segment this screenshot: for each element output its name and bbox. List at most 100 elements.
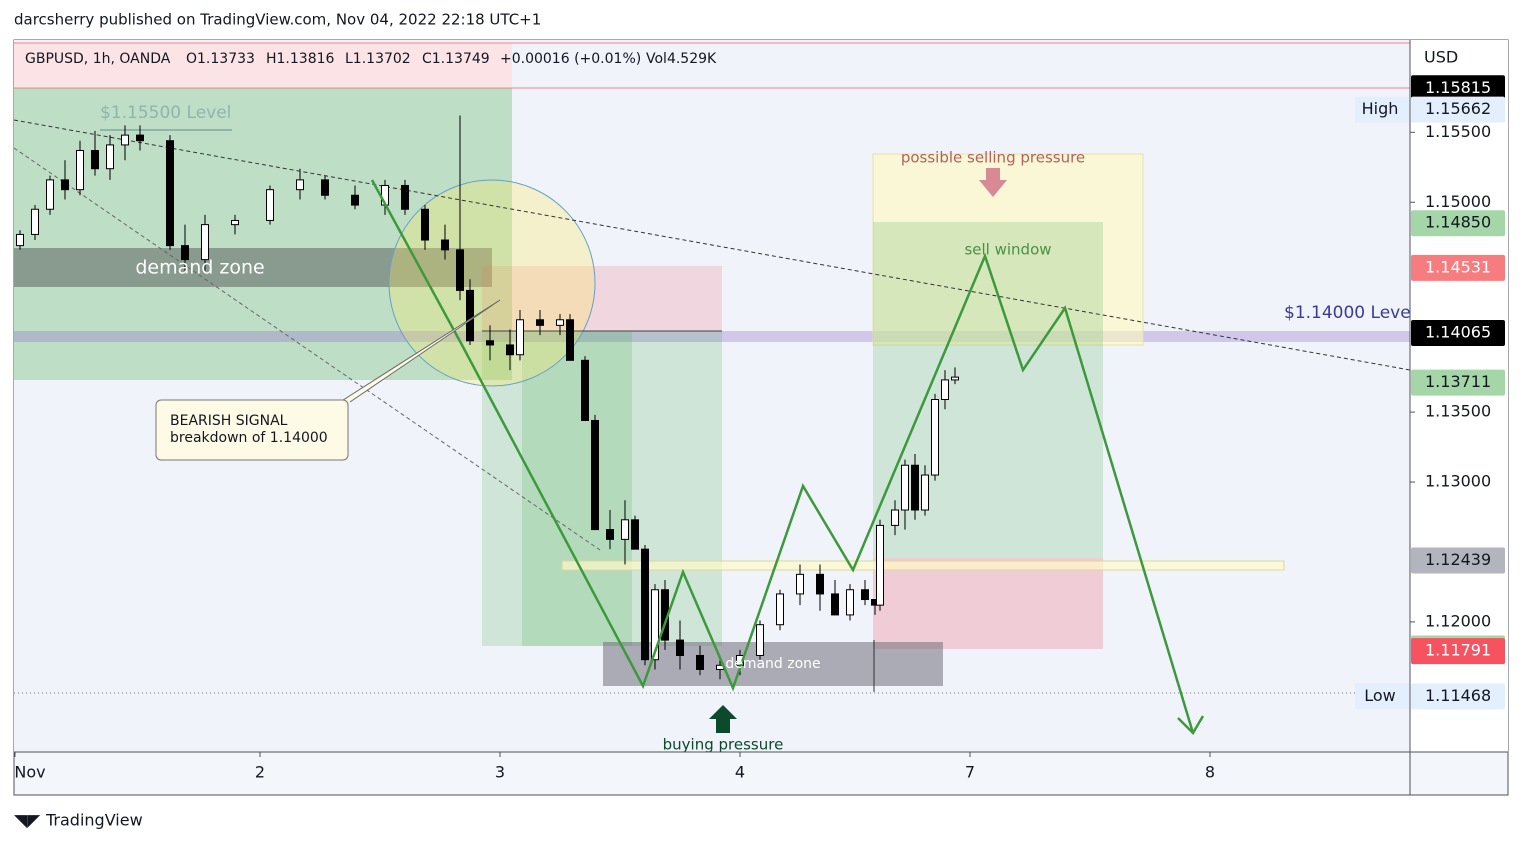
candle-body bbox=[516, 319, 524, 356]
candle-body bbox=[466, 289, 474, 342]
candle-body bbox=[296, 179, 304, 191]
y-tick-label: 1.13000 bbox=[1425, 472, 1491, 491]
legend-high: H1.13816 bbox=[266, 51, 335, 67]
arrow-up bbox=[709, 705, 737, 733]
price-label: 1.14065 bbox=[1425, 323, 1491, 342]
candle-body bbox=[456, 249, 464, 291]
candle-body bbox=[121, 134, 129, 146]
price-label: 1.11791 bbox=[1425, 641, 1491, 660]
candle-body bbox=[16, 233, 24, 247]
candle-body bbox=[31, 208, 39, 235]
legend-volume: Vol4.529K bbox=[646, 51, 717, 67]
tag-box bbox=[1355, 96, 1409, 123]
x-tick-label: 2 bbox=[255, 763, 265, 782]
zone bbox=[482, 331, 722, 646]
axes: 1.15500 1.15000 1.13500 1.13000 1.12000 1.158… bbox=[14, 75, 1505, 782]
annotation: breakdown of 1.14000 bbox=[170, 430, 328, 446]
highlight-circle bbox=[388, 179, 596, 387]
candle-body bbox=[441, 239, 449, 251]
price-badge bbox=[1411, 369, 1505, 396]
candle-body bbox=[536, 319, 544, 326]
candle-body bbox=[951, 376, 959, 381]
price-badge bbox=[1411, 210, 1505, 237]
candle-body bbox=[651, 589, 659, 661]
candle-body bbox=[321, 179, 329, 196]
price-label: 1.13711 bbox=[1425, 372, 1491, 391]
candle-body bbox=[931, 398, 939, 476]
x-tick-label: Nov bbox=[14, 763, 45, 782]
candle-body bbox=[506, 344, 514, 356]
plot-area bbox=[14, 40, 1410, 752]
annotation: buying pressure bbox=[663, 736, 784, 754]
zone bbox=[603, 642, 943, 686]
candle-body bbox=[796, 573, 804, 595]
currency: USD bbox=[1424, 48, 1458, 67]
candle-body bbox=[631, 519, 639, 550]
candle-body bbox=[891, 509, 899, 526]
legend-open: O1.13733 bbox=[186, 51, 255, 67]
price-badge bbox=[1411, 96, 1505, 123]
candle-body bbox=[861, 589, 869, 601]
candle-body bbox=[846, 589, 854, 616]
candle-body bbox=[921, 474, 929, 511]
legend-change: +0.00016 (+0.01%) bbox=[500, 51, 641, 67]
price-badge bbox=[1411, 683, 1505, 710]
candle-body bbox=[401, 184, 409, 210]
candle-body bbox=[696, 654, 704, 670]
price-badge bbox=[1411, 638, 1505, 665]
y-tick-label: 1.15500 bbox=[1425, 122, 1491, 141]
price-label: 1.14850 bbox=[1425, 213, 1491, 232]
x-tick-label: 3 bbox=[495, 763, 505, 782]
price-label: 1.12439 bbox=[1425, 550, 1491, 569]
legend-symbol: GBPUSD, 1h, OANDA bbox=[25, 51, 171, 67]
annotation: $1.15500 Level bbox=[100, 103, 231, 123]
y-tick-label: 1.12000 bbox=[1425, 611, 1491, 630]
price-badge bbox=[1411, 254, 1505, 281]
price-label: 1.14531 bbox=[1425, 257, 1491, 276]
zone bbox=[873, 558, 1103, 649]
candle-body bbox=[621, 519, 629, 540]
annotation: possible selling pressure bbox=[901, 149, 1085, 167]
trend-line bbox=[13, 119, 1411, 371]
candle-body bbox=[606, 529, 614, 540]
candle-body bbox=[911, 464, 919, 511]
price-badge bbox=[1411, 75, 1505, 102]
candle-body bbox=[181, 245, 189, 261]
candle-body bbox=[756, 624, 764, 656]
candle-body bbox=[566, 319, 574, 361]
legend-close: C1.13749 bbox=[422, 51, 490, 67]
zone bbox=[14, 331, 1410, 342]
candle-body bbox=[136, 134, 144, 142]
candle-body bbox=[776, 593, 784, 626]
candles bbox=[16, 115, 959, 680]
price-label: 1.15662 bbox=[1425, 99, 1491, 118]
candle-body bbox=[581, 359, 589, 421]
tag-box bbox=[1355, 683, 1409, 710]
price-badge bbox=[1411, 547, 1505, 574]
y-tick-label: 1.13500 bbox=[1425, 402, 1491, 421]
arrow-down bbox=[979, 168, 1007, 197]
x-tick-label: 7 bbox=[965, 763, 975, 782]
candle-body bbox=[106, 144, 114, 170]
y-tick-label: 1.15000 bbox=[1425, 192, 1491, 211]
candle-body bbox=[831, 593, 839, 616]
zone bbox=[14, 43, 512, 88]
callout-pointer bbox=[339, 299, 501, 403]
candle-body bbox=[486, 340, 494, 346]
candle-body bbox=[816, 573, 824, 595]
candle-body bbox=[351, 194, 359, 206]
legend-low: L1.13702 bbox=[345, 51, 411, 67]
price-badge bbox=[1411, 320, 1505, 347]
annotation: $1.14000 Leve bbox=[1284, 303, 1411, 323]
candle-body bbox=[676, 639, 684, 656]
logo-mark: ◥◤ bbox=[14, 811, 41, 831]
annotation: BEARISH SIGNAL bbox=[170, 413, 288, 429]
price-axis bbox=[1410, 40, 1508, 752]
price-label: 1.15815 bbox=[1425, 78, 1491, 97]
candle-body bbox=[901, 464, 909, 511]
candle-body bbox=[641, 548, 649, 661]
annotation: demand zone bbox=[135, 257, 264, 279]
candle-body bbox=[421, 208, 429, 241]
